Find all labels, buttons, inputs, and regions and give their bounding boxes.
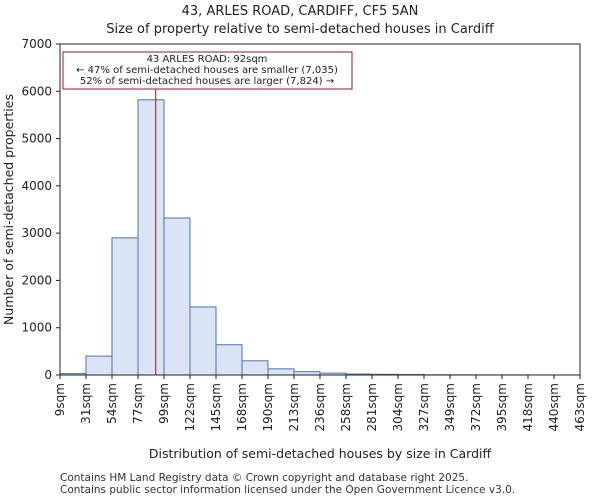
bar-77sqm [137, 99, 165, 376]
annotation-line: ← 47% of semi-detached houses are smalle… [76, 65, 338, 76]
y-tick-label: 3000 [21, 226, 52, 240]
x-tick-label: 304sqm [391, 383, 405, 431]
annotation-frame [62, 51, 353, 90]
axes-group: 0 1000 2000 3000 4000 5000 6000 7000 9sqm 31sqm 54… [21, 37, 587, 431]
annotation-line: 52% of semi-detached houses are larger (… [80, 76, 334, 87]
y-tick-label: 4000 [21, 179, 52, 193]
annotation-line: 43 ARLES ROAD: 92sqm [147, 54, 268, 65]
x-tick-label: 77sqm [131, 383, 145, 424]
annotation-box: 43 ARLES ROAD: 92sqm← 47% of semi-detach… [62, 51, 353, 90]
chart-title: 43, ARLES ROAD, CARDIFF, CF5 5AN [181, 4, 419, 19]
y-axis-label: Number of semi-detached properties [1, 94, 16, 325]
x-tick-label: 327sqm [417, 383, 431, 431]
x-tick-label: 168sqm [235, 383, 249, 431]
x-tick-label: 145sqm [209, 383, 223, 431]
y-tick-label: 6000 [21, 84, 52, 98]
bar-54sqm [111, 237, 139, 376]
y-tick-label: 2000 [21, 273, 52, 287]
chart-subtitle: Size of property relative to semi-detach… [106, 22, 494, 37]
y-tick-label: 0 [44, 368, 52, 382]
x-axis-label: Distribution of semi-detached houses by … [149, 446, 492, 461]
footer-licence: Contains public sector information licen… [60, 484, 516, 496]
x-tick-label: 122sqm [183, 383, 197, 431]
y-tick-label: 7000 [21, 37, 52, 51]
x-tick-label: 9sqm [53, 383, 67, 416]
bar-168sqm [241, 360, 269, 376]
y-tick-label: 5000 [21, 132, 52, 146]
x-tick-label: 463sqm [573, 383, 587, 431]
x-tick-label: 258sqm [339, 383, 353, 431]
footer-copyright: Contains HM Land Registry data © Crown c… [60, 472, 469, 484]
x-tick-label: 213sqm [287, 383, 301, 431]
bar-145sqm [215, 344, 243, 376]
bars-group [59, 99, 581, 376]
x-tick-label: 349sqm [443, 383, 457, 431]
bar-190sqm [267, 368, 295, 376]
x-tick-label: 440sqm [547, 383, 561, 431]
x-tick-label: 372sqm [469, 383, 483, 431]
x-tick-label: 190sqm [261, 383, 275, 431]
x-tick-label: 418sqm [521, 383, 535, 431]
x-tick-label: 99sqm [157, 383, 171, 424]
x-tick-label: 395sqm [495, 383, 509, 431]
x-tick-label: 281sqm [365, 383, 379, 431]
x-tick-label: 54sqm [105, 383, 119, 424]
x-tick-label: 31sqm [79, 383, 93, 424]
y-tick-label: 1000 [21, 321, 52, 335]
x-tick-label: 236sqm [313, 383, 327, 431]
bar-99sqm [163, 217, 191, 376]
bar-122sqm [189, 306, 217, 376]
bar-31sqm [85, 355, 113, 376]
